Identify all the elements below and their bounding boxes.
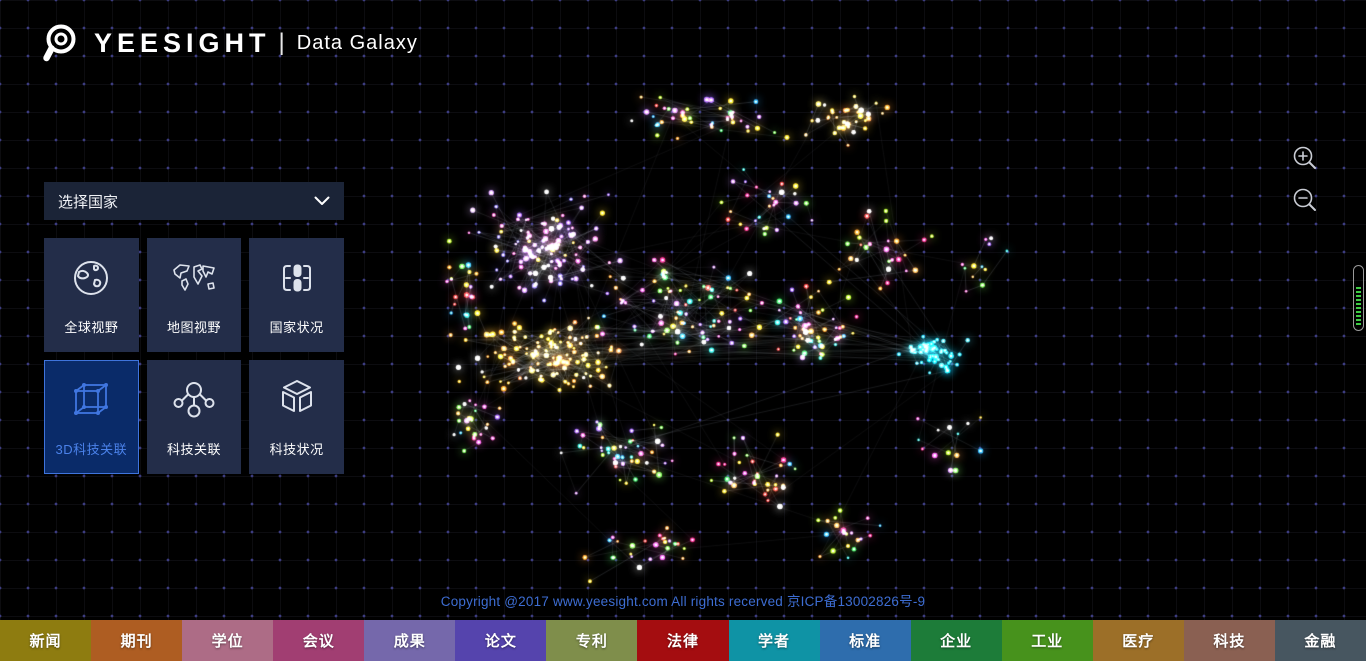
view-button-label: 科技状况 (269, 442, 324, 457)
view-button-label: 科技关联 (166, 442, 221, 457)
view-button-country-status[interactable]: 国家状况 (249, 238, 344, 352)
view-button-map[interactable]: 地图视野 (146, 238, 242, 352)
view-button-global[interactable]: 全球视野 (44, 238, 139, 352)
country-select-label: 选择国家 (58, 193, 119, 211)
view-button-tech-relation[interactable]: 科技关联 (146, 360, 242, 474)
zoom-in-button[interactable] (1292, 145, 1318, 171)
category-technology[interactable]: 科技 (1183, 620, 1275, 661)
category-medical[interactable]: 医疗 (1092, 620, 1184, 661)
category-enterprise[interactable]: 企业 (910, 620, 1002, 661)
category-patents[interactable]: 专利 (546, 620, 638, 661)
category-industry[interactable]: 工业 (1001, 620, 1093, 661)
magnifier-logo-icon (43, 24, 76, 62)
network-icon (148, 361, 241, 439)
world-map-icon (148, 239, 241, 317)
view-button-label: 3D科技关联 (55, 442, 128, 457)
category-news[interactable]: 新闻 (0, 620, 92, 661)
category-journals[interactable]: 期刊 (91, 620, 183, 661)
view-button-tech-status[interactable]: 科技状况 (249, 360, 344, 474)
category-conferences[interactable]: 会议 (273, 620, 365, 661)
view-button-label: 国家状况 (269, 320, 324, 335)
chevron-down-icon (314, 196, 330, 205)
category-papers[interactable]: 论文 (455, 620, 547, 661)
category-achievements[interactable]: 成果 (364, 620, 456, 661)
category-law[interactable]: 法律 (637, 620, 729, 661)
zoom-slider[interactable] (1353, 265, 1364, 331)
cube-3d-icon (250, 361, 343, 439)
zoom-in-icon (1293, 146, 1316, 169)
country-columns-icon (250, 239, 343, 317)
category-standards[interactable]: 标准 (819, 620, 911, 661)
brand-title: YEESIGHT (94, 27, 271, 58)
category-scholars[interactable]: 学者 (728, 620, 820, 661)
category-bar: 新闻 期刊 学位 会议 成果 论文 专利 法律 学者 标准 企业 工业 医疗 科… (0, 620, 1366, 661)
brand-separator: | (278, 29, 285, 56)
zoom-out-icon (1293, 188, 1316, 211)
sidebar: 选择国家 全球视野 (44, 182, 344, 474)
product-subtitle: Data Galaxy (296, 31, 418, 54)
globe-icon (45, 239, 138, 317)
view-button-label: 全球视野 (64, 320, 119, 335)
country-select-dropdown[interactable]: 选择国家 (44, 182, 344, 220)
category-finance[interactable]: 金融 (1274, 620, 1366, 661)
copyright-text: Copyright @2017 www.yeesight.com All rig… (440, 594, 926, 609)
header: YEESIGHT | Data Galaxy (38, 20, 418, 66)
view-button-grid: 全球视野 地图视野 (44, 238, 344, 474)
zoom-out-button[interactable] (1292, 187, 1318, 213)
view-button-label: 地图视野 (166, 320, 221, 335)
zoom-slider-fill (1356, 287, 1361, 327)
category-degrees[interactable]: 学位 (182, 620, 274, 661)
view-button-3d-tech[interactable]: 3D科技关联 (44, 360, 139, 474)
cube-wireframe-icon (45, 361, 138, 439)
